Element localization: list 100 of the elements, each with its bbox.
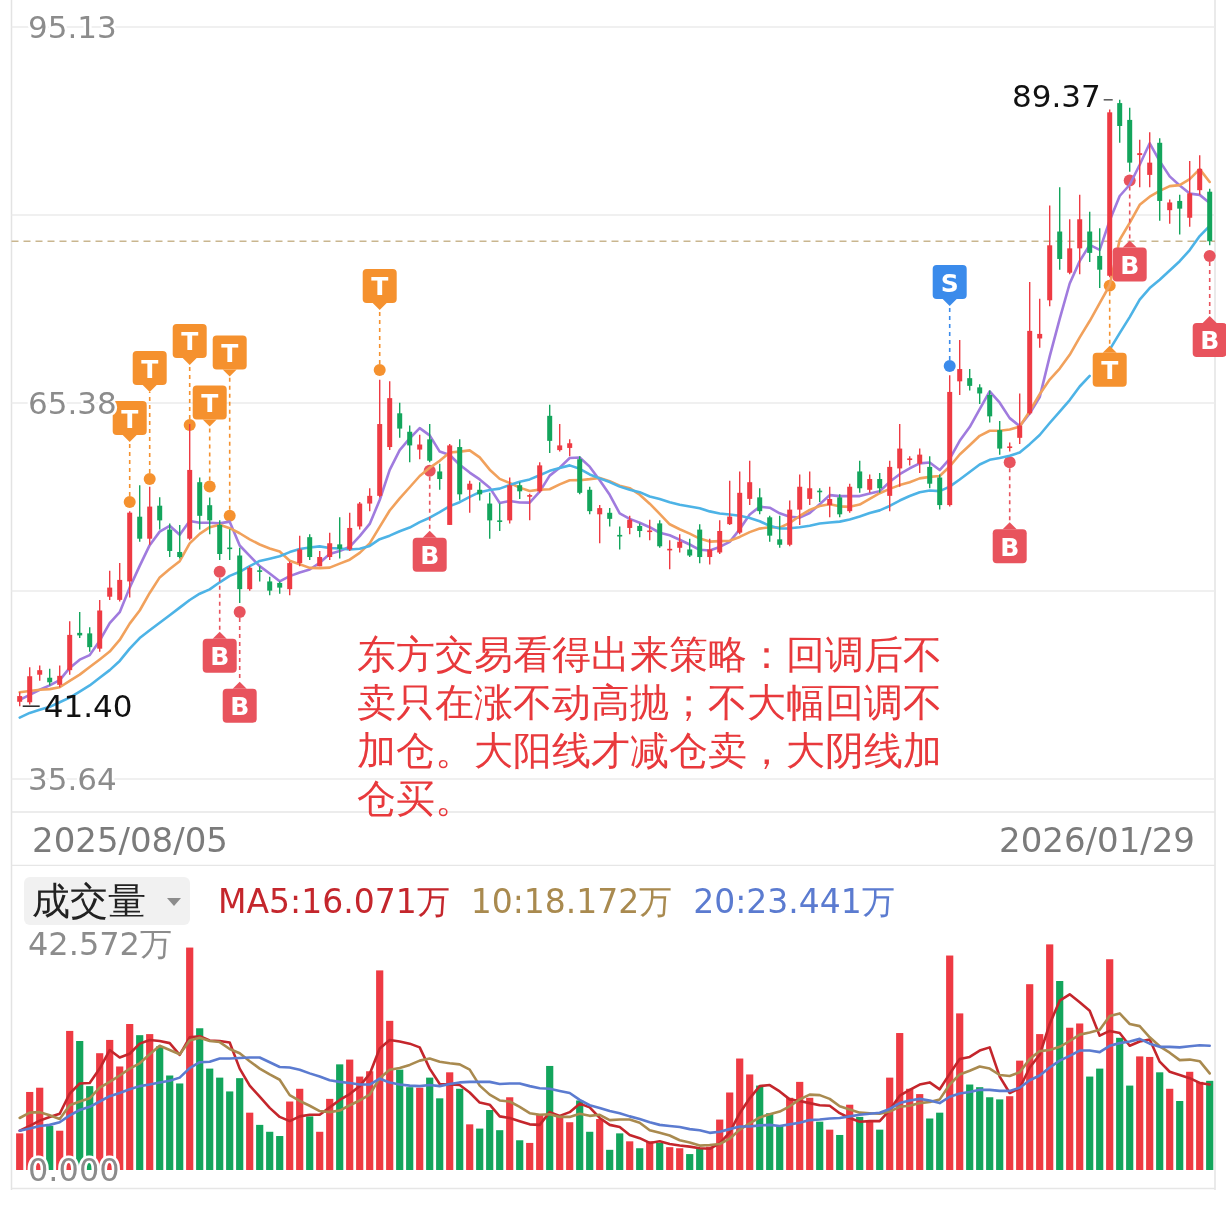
bar [866,1120,874,1170]
candlestick [687,538,693,558]
bar [616,1133,624,1170]
bar [166,1075,174,1170]
candlestick [707,538,713,566]
candlestick [727,479,733,526]
bar [126,1024,134,1170]
candlestick [497,502,503,532]
candlestick [1147,131,1153,188]
point [373,363,386,376]
candlestick [857,460,863,494]
candlestick [1097,227,1103,289]
bar [836,1134,844,1170]
text: S [940,268,959,298]
candlestick [1087,210,1093,263]
bar [816,1121,824,1170]
bar [1136,1056,1144,1170]
bar [376,970,384,1170]
candlestick [177,524,183,560]
bar [676,1148,684,1170]
text: 2026/01/29 [999,820,1195,860]
bar [146,1034,154,1170]
candlestick [467,479,473,514]
bar [306,1116,314,1170]
text: B [210,642,230,672]
candlestick [307,533,313,561]
bar [636,1148,644,1170]
candlestick [997,420,1003,456]
bar [236,1078,244,1170]
bar [1086,1076,1094,1170]
candlestick [357,501,363,531]
candlestick [597,504,603,544]
candlestick [957,339,963,396]
candlestick [897,423,903,488]
bar [326,1098,334,1170]
bar [1126,1085,1134,1170]
candlestick [437,463,443,491]
bar [986,1097,994,1170]
bar [1026,984,1034,1170]
candlestick [927,455,933,489]
bar [626,1141,634,1170]
bar [316,1131,324,1170]
candlestick [417,434,423,460]
candlestick [107,570,113,601]
candlestick [1167,198,1173,225]
candlestick [557,423,563,453]
candlestick [267,576,273,596]
bar [436,1098,444,1170]
candlestick [647,519,653,541]
bar [666,1147,674,1170]
bar [336,1064,344,1170]
annotation: 89.37 [1011,77,1101,114]
bar [156,1046,164,1170]
bar [516,1140,524,1170]
bar [1186,1071,1194,1170]
point [233,606,246,619]
candlestick [827,486,833,519]
point [943,360,956,373]
bar [1096,1068,1104,1170]
candlestick [777,515,783,549]
bar [806,1097,814,1170]
bar [396,1069,404,1170]
y-tick-label: 65.38 [28,385,117,422]
candlestick [1137,139,1143,188]
bar [136,1035,144,1170]
bar [406,1087,414,1170]
point [1203,249,1216,262]
candlestick [747,460,753,506]
bar [556,1115,564,1170]
candlestick [807,470,813,506]
text: T [1101,356,1119,386]
bar [876,1129,884,1170]
bar [776,1125,784,1170]
bar [386,1020,394,1170]
line-series [18,1037,1211,1135]
candlestick [427,423,433,463]
bar [596,1119,604,1170]
y-tick-label: 35.64 [28,761,117,797]
candlestick [837,493,843,519]
bar [216,1077,224,1170]
bar [286,1101,294,1170]
candlestick [157,496,163,531]
annotation: 东方交易看得出来策略：回调后不卖只在涨不动高抛；不大幅回调不加仓。大阳线才减仓卖，大阴线加仓买。 [357,631,943,823]
bar [1106,959,1114,1170]
bar [1046,944,1054,1170]
candlestick [297,534,303,567]
candlestick [867,473,873,494]
candlestick [137,484,143,543]
annotation: 41.40 [43,688,133,725]
bar [1146,1056,1154,1170]
bar [476,1128,484,1170]
bar [696,1148,704,1170]
chart-title: 成交量 [32,879,146,923]
bar [486,1110,494,1170]
text: B [230,692,250,722]
candlestick [757,487,763,515]
y-tick-label: 95.13 [28,9,117,45]
point [1003,456,1016,469]
bar [1006,1096,1014,1170]
candlestick [487,492,493,540]
